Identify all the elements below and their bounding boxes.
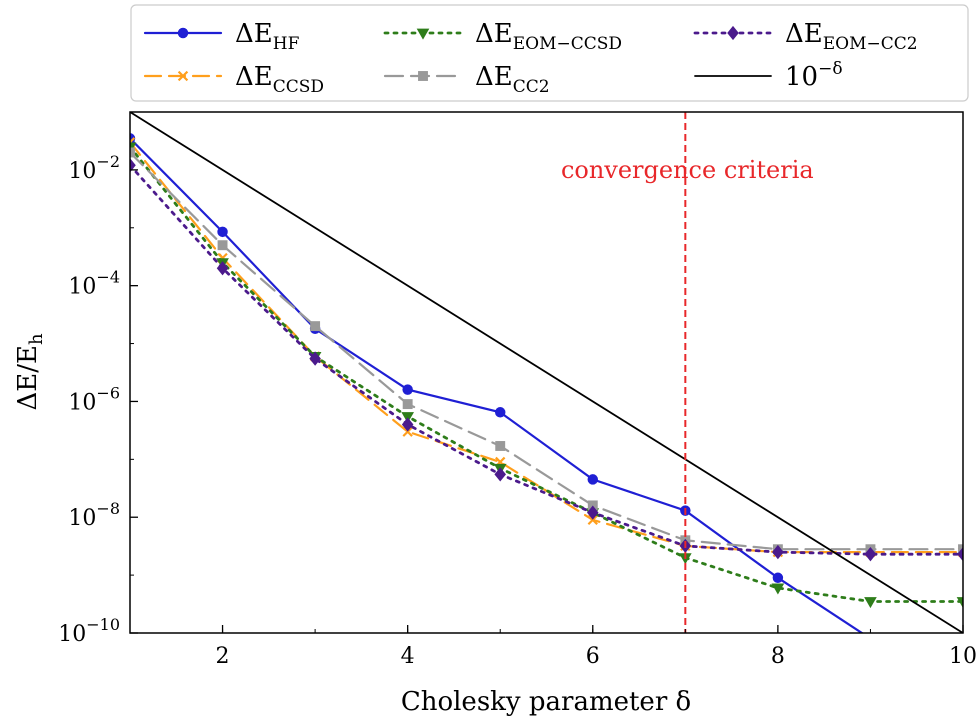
data-point-hf bbox=[494, 407, 506, 418]
legend-marker-hf bbox=[177, 27, 189, 39]
data-point-cc2 bbox=[217, 240, 228, 251]
annotation-layer: convergence criteria bbox=[561, 112, 814, 633]
legend-label-main: 10 bbox=[785, 62, 818, 92]
data-point-hf bbox=[402, 384, 413, 395]
legend-label-main: ΔE bbox=[235, 62, 273, 92]
legend-marker-ccsd bbox=[177, 70, 189, 82]
y-tick-label: 10−8 bbox=[68, 499, 120, 531]
legend-item-ccsd: ΔECCSD bbox=[143, 62, 324, 97]
legend-item-eom-cc2: ΔEEOM−CC2 bbox=[693, 19, 918, 54]
y-tick-exponent: −2 bbox=[96, 152, 120, 171]
legend-item-cc2: ΔECC2 bbox=[383, 62, 550, 97]
legend-box bbox=[130, 4, 969, 102]
legend-label-power: 10−δ bbox=[785, 59, 843, 92]
legend-label-sub: EOM−CCSD bbox=[513, 34, 622, 54]
y-tick-base: 10 bbox=[58, 622, 86, 647]
legend-item-hf: ΔEHF bbox=[143, 19, 300, 54]
legend-label-ccsd: ΔECCSD bbox=[235, 62, 324, 97]
series-line-cc2 bbox=[130, 151, 963, 551]
x-tick-label: 4 bbox=[401, 644, 415, 669]
plot-frame bbox=[129, 111, 964, 634]
legend-item-eom-ccsd: ΔEEOM−CCSD bbox=[383, 19, 622, 54]
data-point-eom-cc2 bbox=[957, 547, 963, 562]
data-point-eom-ccsd bbox=[771, 583, 785, 595]
x-axis: 2 4 6 8 10 bbox=[129, 625, 977, 669]
legend-label-main: ΔE bbox=[475, 19, 513, 49]
data-point-eom-cc2 bbox=[309, 351, 321, 366]
y-tick-base: 10 bbox=[68, 390, 96, 415]
data-point-ccsd bbox=[402, 426, 413, 437]
data-point-cc2 bbox=[958, 544, 963, 555]
y-tick-base: 10 bbox=[68, 275, 96, 300]
legend-label-sup: −δ bbox=[818, 59, 842, 79]
x-tick-label: 6 bbox=[586, 644, 600, 669]
y-tick-label: 10−2 bbox=[68, 152, 120, 184]
convergence-label: convergence criteria bbox=[561, 156, 814, 184]
series-line-hf bbox=[130, 137, 864, 633]
y-tick-exponent: −6 bbox=[96, 383, 120, 402]
y-tick-label: 10−6 bbox=[68, 383, 120, 415]
legend-label-sub: CCSD bbox=[273, 77, 324, 97]
legend-label-sub: EOM−CC2 bbox=[823, 34, 918, 54]
series-line-power bbox=[130, 112, 963, 633]
y-tick-label: 10−10 bbox=[58, 615, 120, 647]
y-tick-label: 10−4 bbox=[68, 268, 120, 300]
data-point-eom-cc2 bbox=[587, 505, 599, 520]
y-axis-label: ΔE/Eh bbox=[13, 333, 47, 411]
y-axis-label-sub: h bbox=[26, 333, 47, 345]
data-point-cc2 bbox=[587, 500, 598, 511]
data-point-eom-cc2 bbox=[401, 417, 414, 432]
y-tick-exponent: −4 bbox=[96, 268, 120, 287]
data-point-hf bbox=[217, 226, 228, 238]
x-tick-label: 2 bbox=[216, 644, 230, 669]
legend-label-main: ΔE bbox=[475, 62, 513, 92]
data-point-eom-cc2 bbox=[130, 158, 136, 173]
series-power bbox=[130, 112, 963, 633]
y-tick-exponent: −10 bbox=[86, 615, 120, 634]
data-point-eom-ccsd bbox=[864, 597, 877, 609]
legend-label-sub: HF bbox=[273, 34, 300, 54]
y-tick-exponent: −8 bbox=[96, 499, 120, 518]
data-point-hf bbox=[772, 572, 784, 583]
legend-label-sub: CC2 bbox=[513, 77, 550, 97]
data-point-cc2 bbox=[310, 321, 321, 332]
x-axis-label: Cholesky parameter δ bbox=[401, 687, 691, 717]
data-point-eom-ccsd bbox=[956, 597, 963, 609]
y-axis-label-main: ΔE/E bbox=[13, 345, 43, 411]
data-point-cc2 bbox=[130, 147, 135, 158]
series-eom-cc2 bbox=[130, 158, 963, 562]
legend-marker-cc2 bbox=[418, 71, 428, 81]
data-point-ccsd bbox=[587, 514, 598, 526]
legend-label-eom-cc2: ΔEEOM−CC2 bbox=[785, 19, 918, 54]
legend-label-main: ΔE bbox=[235, 19, 273, 49]
series-line-eom-ccsd bbox=[130, 145, 963, 603]
y-tick-base: 10 bbox=[68, 159, 96, 184]
x-tick-label: 8 bbox=[771, 644, 785, 669]
data-point-cc2 bbox=[495, 441, 506, 451]
x-tick-label: 10 bbox=[949, 644, 977, 669]
data-point-hf bbox=[865, 633, 875, 643]
legend-label-eom-ccsd: ΔEEOM−CCSD bbox=[475, 19, 622, 54]
data-point-eom-ccsd bbox=[130, 142, 137, 154]
data-point-eom-cc2 bbox=[216, 261, 229, 276]
y-tick-base: 10 bbox=[68, 506, 96, 531]
legend-label-hf: ΔEHF bbox=[235, 19, 300, 54]
legend-label-cc2: ΔECC2 bbox=[475, 62, 550, 97]
data-point-eom-cc2 bbox=[864, 547, 877, 562]
legend-marker-eom-cc2 bbox=[727, 25, 739, 41]
data-point-hf bbox=[587, 474, 599, 485]
series-layer bbox=[130, 112, 968, 705]
data-point-cc2 bbox=[402, 399, 413, 410]
legend-marker-eom-ccsd bbox=[416, 28, 430, 40]
data-point-eom-cc2 bbox=[772, 544, 784, 560]
legend-item-power: 10−δ bbox=[694, 59, 843, 92]
data-point-eom-cc2 bbox=[494, 467, 506, 482]
legend-label-main: ΔE bbox=[785, 19, 823, 49]
data-point-hf bbox=[958, 695, 968, 705]
